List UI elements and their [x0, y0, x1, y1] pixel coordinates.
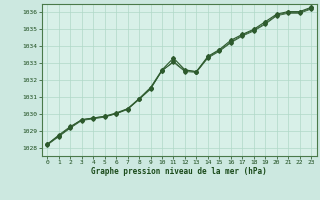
X-axis label: Graphe pression niveau de la mer (hPa): Graphe pression niveau de la mer (hPa) [91, 167, 267, 176]
